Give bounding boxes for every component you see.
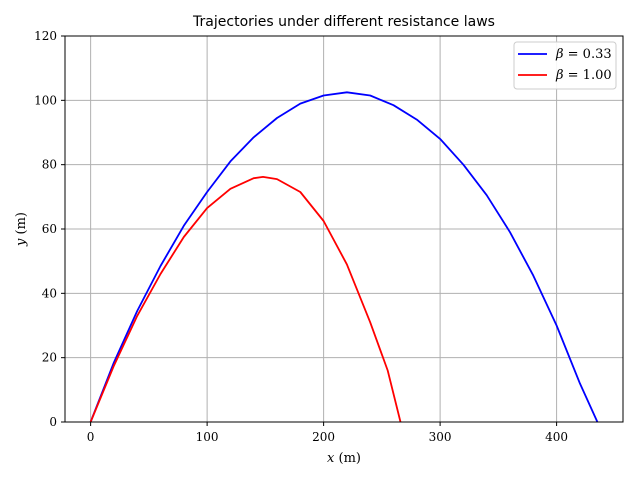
y-axis-title: y (m) bbox=[14, 212, 29, 247]
x-tick-label: 0 bbox=[87, 430, 95, 444]
legend: β = 0.33 β = 1.00 bbox=[513, 41, 617, 90]
y-tick-label: 120 bbox=[34, 29, 57, 43]
x-tick-label: 200 bbox=[312, 430, 335, 444]
x-tick-label: 400 bbox=[545, 430, 568, 444]
y-tick-label: 80 bbox=[42, 158, 57, 172]
x-axis-title: x (m) bbox=[327, 451, 361, 466]
chart-title: Trajectories under different resistance … bbox=[192, 14, 495, 30]
y-tick-label: 60 bbox=[42, 222, 57, 236]
legend-label-beta-100: β = 1.00 bbox=[555, 68, 612, 83]
series-line-1 bbox=[89, 175, 402, 423]
ticks: 0 100 200 300 400 0 20 40 60 80 100 120 bbox=[34, 29, 568, 444]
y-tick-label: 40 bbox=[42, 286, 57, 300]
y-tick-label: 0 bbox=[49, 415, 57, 429]
series-group bbox=[89, 91, 599, 423]
y-tick-label: 100 bbox=[34, 93, 57, 107]
x-tick-label: 300 bbox=[429, 430, 452, 444]
y-tick-label: 20 bbox=[42, 351, 57, 365]
series-line-0 bbox=[89, 91, 599, 423]
grid bbox=[65, 35, 623, 423]
x-tick-label: 100 bbox=[196, 430, 219, 444]
legend-label-beta-033: β = 0.33 bbox=[555, 47, 612, 62]
